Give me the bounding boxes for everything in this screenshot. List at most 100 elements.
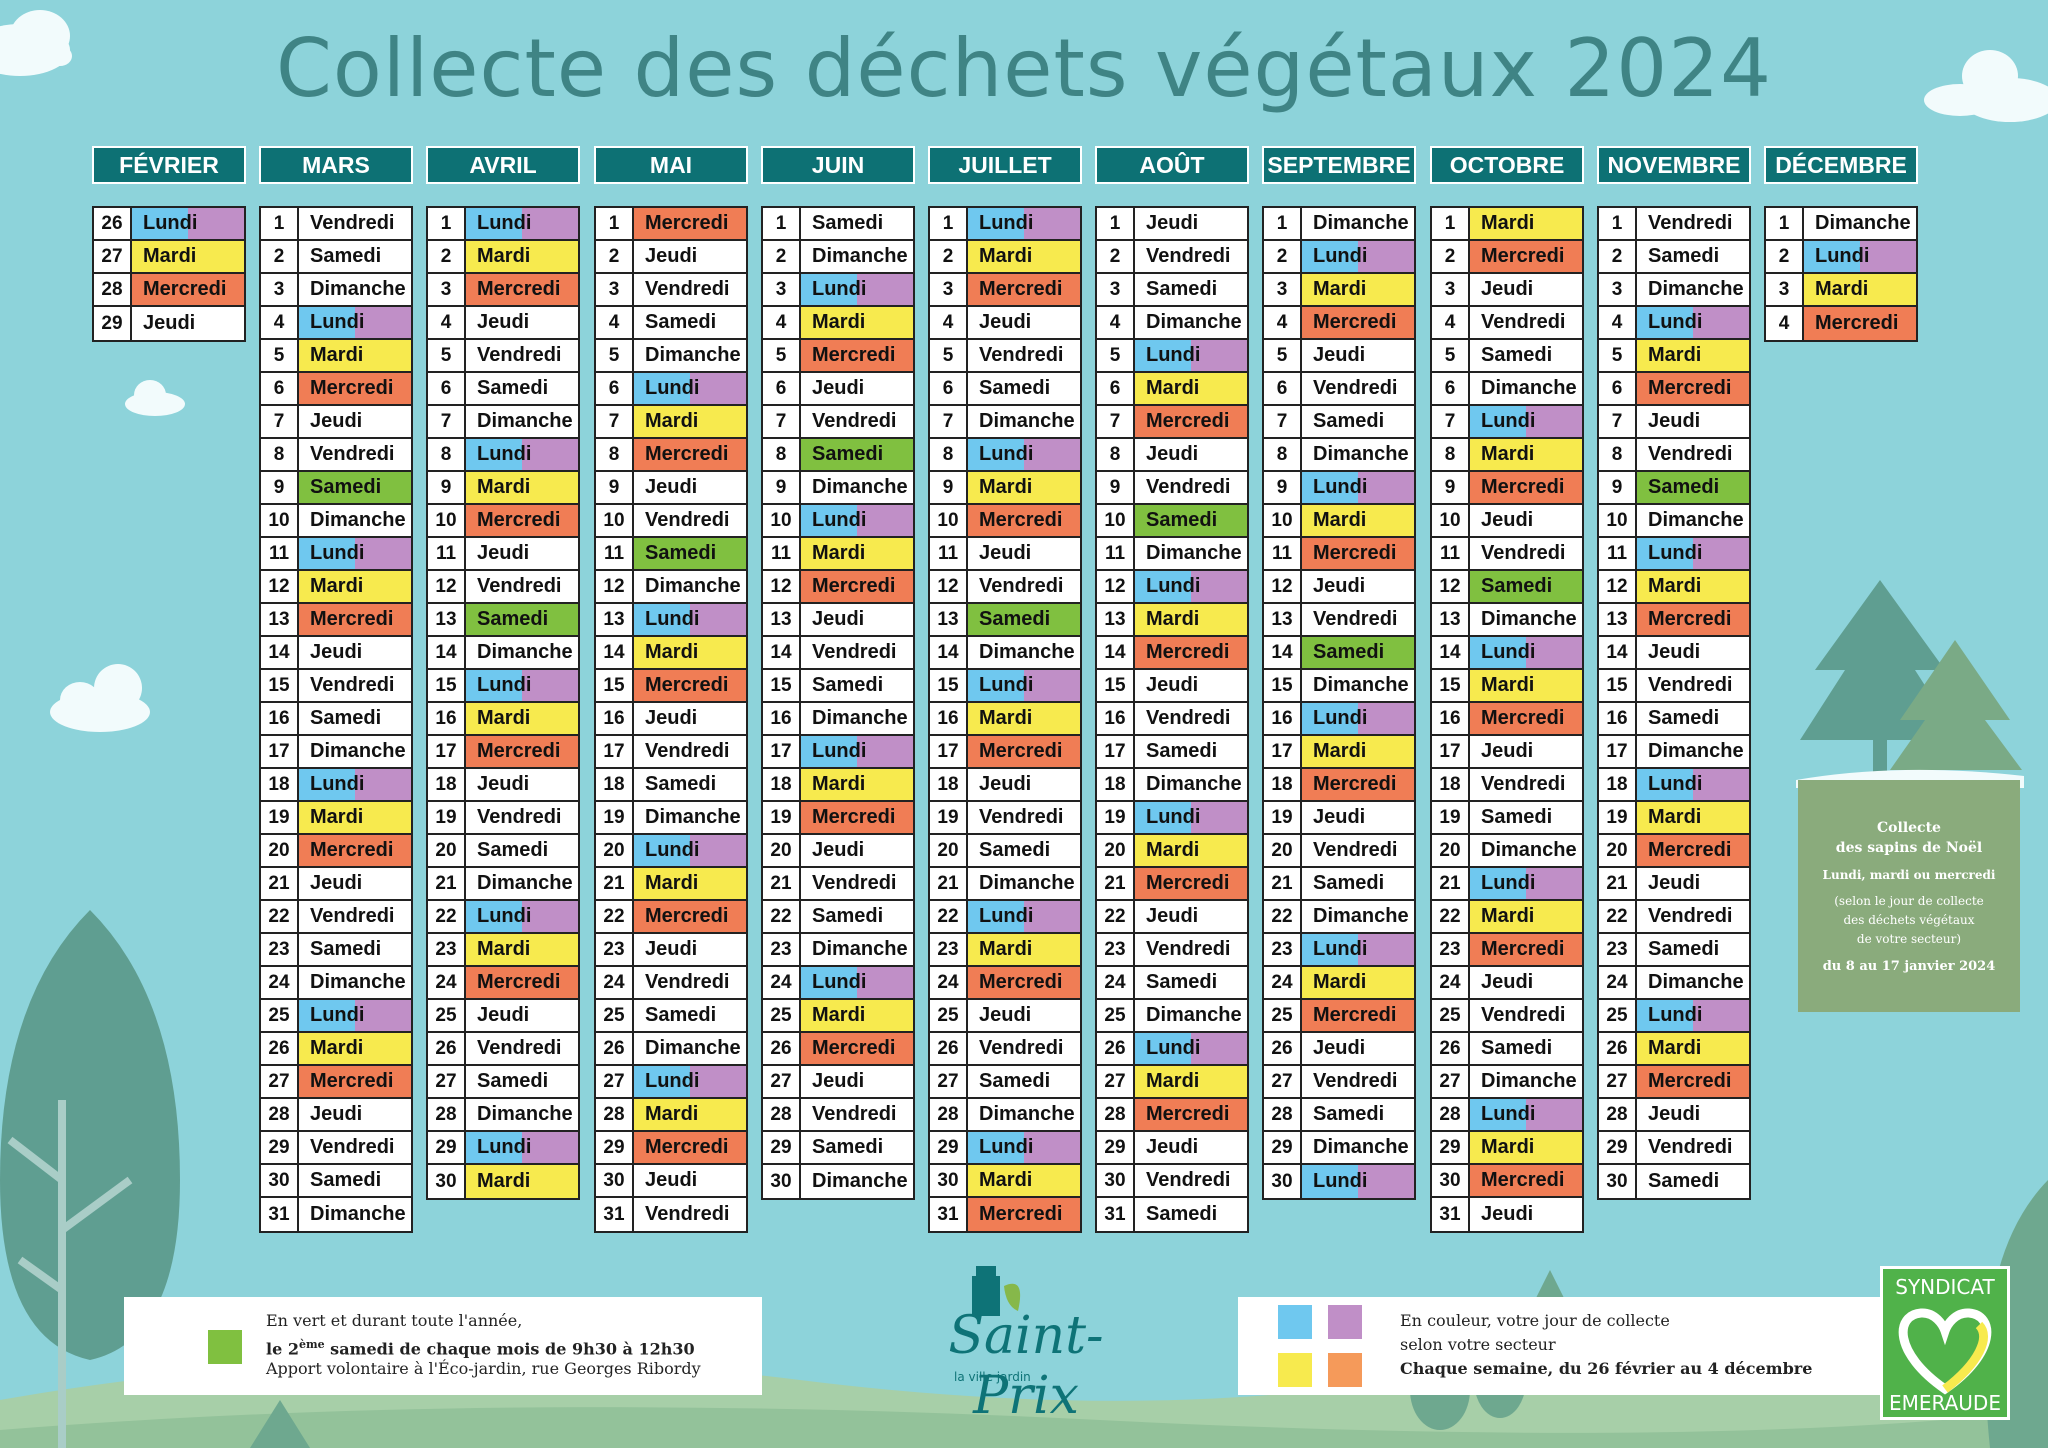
day-number: 1: [596, 208, 634, 239]
day-row: 27 Dimanche: [1432, 1066, 1582, 1099]
day-name: Lundi: [1135, 802, 1247, 833]
day-row: 8 Samedi: [763, 439, 913, 472]
day-number: 17: [428, 736, 466, 767]
day-name: Samedi: [1648, 707, 1720, 729]
day-name: Mardi: [801, 769, 913, 800]
day-name: Vendredi: [1313, 377, 1398, 399]
day-row: 13 Vendredi: [1264, 604, 1414, 637]
day-number: 22: [261, 901, 299, 932]
day-name: Vendredi: [1313, 839, 1398, 861]
day-number: 4: [428, 307, 466, 338]
day-name: Dimanche: [1481, 839, 1577, 861]
day-number: 30: [1599, 1165, 1637, 1198]
day-number: 4: [1599, 307, 1637, 338]
day-name: Samedi: [1313, 1103, 1385, 1125]
day-row: 5 Vendredi: [428, 340, 578, 373]
day-number: 20: [1599, 835, 1637, 866]
day-row: 3 Mardi: [1264, 274, 1414, 307]
day-number: 17: [930, 736, 968, 767]
day-number: 14: [1097, 637, 1135, 668]
day-name: Vendredi: [1481, 311, 1566, 333]
day-name: Mercredi: [1470, 1165, 1582, 1196]
day-row: 6 Mercredi: [261, 373, 411, 406]
saint-prix-logo: Saint-Prix la ville jardin: [906, 1256, 1146, 1426]
day-row: 17 Dimanche: [1599, 736, 1749, 769]
day-number: 24: [1599, 967, 1637, 998]
day-row: 5 Samedi: [1432, 340, 1582, 373]
syndicat-bottom: EMERAUDE: [1889, 1391, 2001, 1415]
day-name: Dimanche: [1815, 212, 1911, 234]
month-column: MAI 1 Mercredi 2 Jeudi 3 Vendredi 4 Samedi 5 Diman…: [594, 146, 748, 1233]
day-name: Dimanche: [812, 245, 908, 267]
day-name: Jeudi: [1481, 971, 1534, 993]
day-row: 13 Mercredi: [261, 604, 411, 637]
day-row: 24 Dimanche: [1599, 967, 1749, 1000]
day-name: Vendredi: [477, 806, 562, 828]
day-name: Mercredi: [1135, 868, 1247, 899]
day-name: Dimanche: [979, 1103, 1075, 1125]
day-name: Lundi: [1135, 340, 1247, 371]
day-number: 26: [763, 1033, 801, 1064]
day-row: 13 Mardi: [1097, 604, 1247, 637]
day-row: 20 Vendredi: [1264, 835, 1414, 868]
day-name: Lundi: [1470, 868, 1582, 899]
day-name: Samedi: [645, 773, 717, 795]
day-row: 1 Lundi: [428, 208, 578, 241]
day-number: 10: [1264, 505, 1302, 536]
day-name: Dimanche: [1313, 905, 1409, 927]
day-row: 12 Dimanche: [596, 571, 746, 604]
day-name: Lundi: [634, 835, 746, 866]
sapins-days: Lundi, mardi ou mercredi: [1822, 868, 1996, 882]
month-header: AVRIL: [426, 146, 580, 184]
day-number: 3: [1599, 274, 1637, 305]
day-number: 10: [1097, 505, 1135, 536]
day-row: 22 Mercredi: [596, 901, 746, 934]
day-row: 12 Vendredi: [930, 571, 1080, 604]
day-name: Dimanche: [1146, 311, 1242, 333]
day-row: 14 Samedi: [1264, 637, 1414, 670]
day-row: 29 Vendredi: [261, 1132, 411, 1165]
day-list: 1 Dimanche 2 Lundi 3 Mardi 4 Mercredi 5 Jeudi 6 Ven…: [1262, 206, 1416, 1200]
day-number: 16: [1599, 703, 1637, 734]
day-row: 8 Jeudi: [1097, 439, 1247, 472]
day-row: 31 Dimanche: [261, 1198, 411, 1231]
day-name: Samedi: [1146, 971, 1218, 993]
day-row: 20 Jeudi: [763, 835, 913, 868]
month-header: MAI: [594, 146, 748, 184]
day-row: 27 Samedi: [428, 1066, 578, 1099]
day-number: 1: [1097, 208, 1135, 239]
day-row: 9 Samedi: [261, 472, 411, 505]
day-name: Dimanche: [1313, 674, 1409, 696]
month-header: FÉVRIER: [92, 146, 246, 184]
day-name: Jeudi: [1146, 212, 1199, 234]
day-name: Lundi: [801, 505, 913, 536]
month-header: SEPTEMBRE: [1262, 146, 1416, 184]
day-name: Jeudi: [645, 1169, 698, 1191]
day-number: 9: [763, 472, 801, 503]
day-name: Jeudi: [143, 312, 196, 334]
day-name: Samedi: [812, 212, 884, 234]
day-row: 24 Mardi: [1264, 967, 1414, 1000]
day-number: 18: [1432, 769, 1470, 800]
day-row: 20 Mercredi: [261, 835, 411, 868]
day-number: 1: [1766, 208, 1804, 239]
sapins-title: Collecte des sapins de Noël: [1835, 820, 1983, 856]
day-number: 27: [1432, 1066, 1470, 1097]
day-name: Mardi: [1135, 604, 1247, 635]
day-row: 4 Jeudi: [930, 307, 1080, 340]
day-name: Jeudi: [1146, 674, 1199, 696]
day-row: 10 Jeudi: [1432, 505, 1582, 538]
day-number: 11: [1432, 538, 1470, 569]
day-name: Dimanche: [1648, 971, 1744, 993]
day-row: 21 Jeudi: [261, 868, 411, 901]
day-name: Jeudi: [979, 773, 1032, 795]
day-number: 1: [1264, 208, 1302, 239]
day-name: Mardi: [968, 934, 1080, 965]
day-name: Mercredi: [634, 208, 746, 239]
day-number: 25: [596, 1000, 634, 1031]
day-number: 15: [596, 670, 634, 701]
saint-prix-name: Saint-Prix: [948, 1306, 1104, 1426]
day-row: 10 Mercredi: [930, 505, 1080, 538]
day-number: 13: [428, 604, 466, 635]
day-number: 17: [596, 736, 634, 767]
